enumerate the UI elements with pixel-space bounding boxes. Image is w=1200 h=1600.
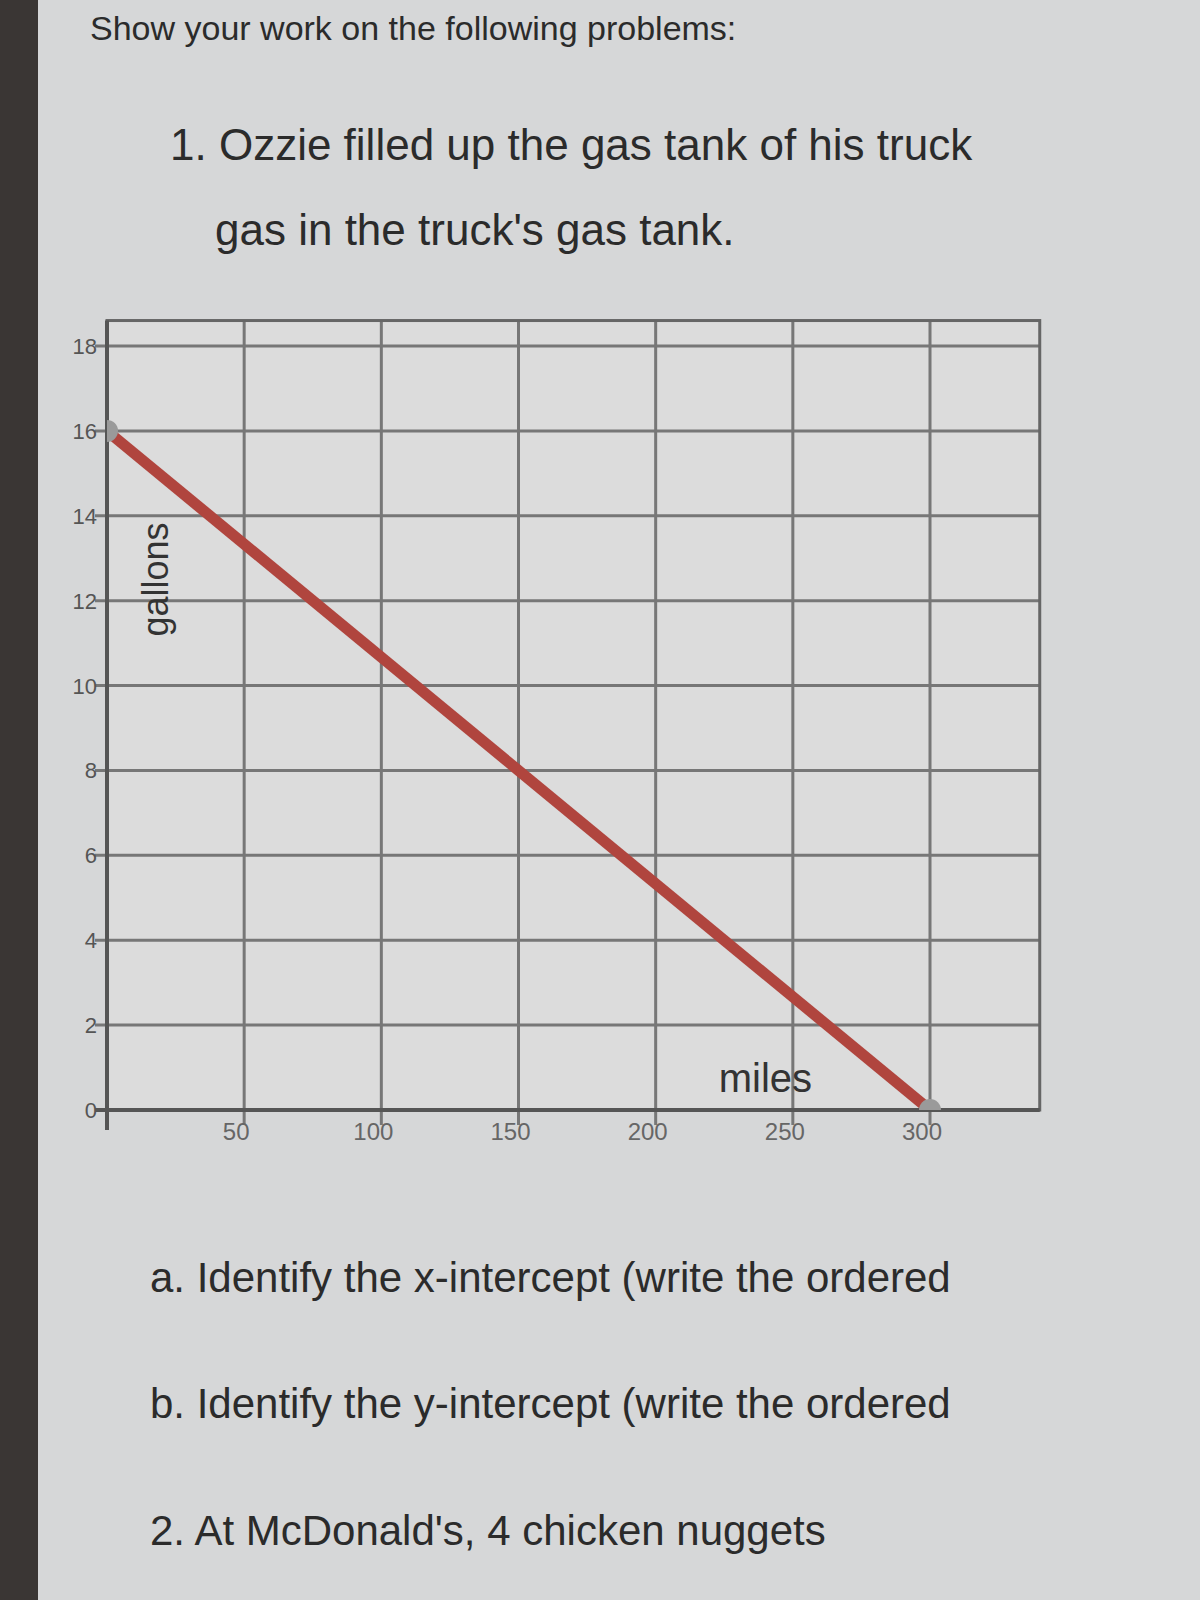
- x-tick-label: 150: [490, 1118, 530, 1145]
- question: b. Identify the y-intercept (write the o…: [150, 1380, 951, 1427]
- x-tick-label: 50: [223, 1118, 250, 1145]
- y-tick-label: 0: [85, 1098, 97, 1123]
- paper: [0, 0, 1200, 1600]
- question: a. Identify the x-intercept (write the o…: [150, 1254, 951, 1301]
- grid-line: [95, 1024, 1040, 1027]
- canvas: Show your work on the following problems…: [0, 0, 1200, 1600]
- grid-line: [95, 514, 1040, 517]
- data-point: [107, 420, 118, 442]
- grid-line: [95, 769, 1040, 772]
- grid-line: [517, 321, 520, 1125]
- grid-line: [95, 599, 1040, 602]
- y-tick-label: 8: [85, 758, 97, 783]
- y-axis-label: gallons: [135, 522, 176, 636]
- y-tick-label: 10: [73, 674, 97, 699]
- x-tick-label: 200: [628, 1118, 668, 1145]
- x-axis: [95, 1108, 1040, 1112]
- data-group: [107, 420, 941, 1110]
- plot-area: [107, 321, 1040, 1110]
- y-tick-label: 12: [73, 589, 97, 614]
- data-line: [107, 431, 930, 1110]
- y-axis: [105, 321, 109, 1130]
- problem-text: gas in the truck's gas tank.: [215, 205, 735, 254]
- y-tick-label: 2: [85, 1013, 97, 1038]
- grid-line: [95, 345, 1040, 348]
- grid-line: [95, 1109, 1040, 1112]
- header: Show your work on the following problems…: [90, 9, 736, 47]
- y-tick-label: 6: [85, 843, 97, 868]
- grid-line: [929, 321, 932, 1125]
- grid-line: [95, 854, 1040, 857]
- grid-line: [95, 429, 1040, 432]
- x-tick-label: 300: [902, 1118, 942, 1145]
- y-tick-label: 4: [85, 928, 97, 953]
- x-tick-label: 100: [353, 1118, 393, 1145]
- x-tick-label: 250: [765, 1118, 805, 1145]
- y-tick-label: 14: [73, 504, 97, 529]
- edge-shadow: [0, 0, 38, 1600]
- grid-line: [95, 684, 1040, 687]
- y-tick-label: 18: [73, 334, 97, 359]
- grid-line: [654, 321, 657, 1125]
- worksheet: Show your work on the following problems…: [0, 0, 1200, 1600]
- x-axis-label: miles: [719, 1056, 812, 1100]
- grid-line: [380, 321, 383, 1125]
- data-point: [919, 1099, 941, 1110]
- y-tick-label: 16: [73, 419, 97, 444]
- question: 2. At McDonald's, 4 chicken nuggets: [150, 1507, 826, 1554]
- grid-line: [95, 939, 1040, 942]
- plot-frame: [107, 321, 1040, 1110]
- problem-text: 1. Ozzie filled up the gas tank of his t…: [170, 120, 973, 169]
- grid-line: [243, 321, 246, 1125]
